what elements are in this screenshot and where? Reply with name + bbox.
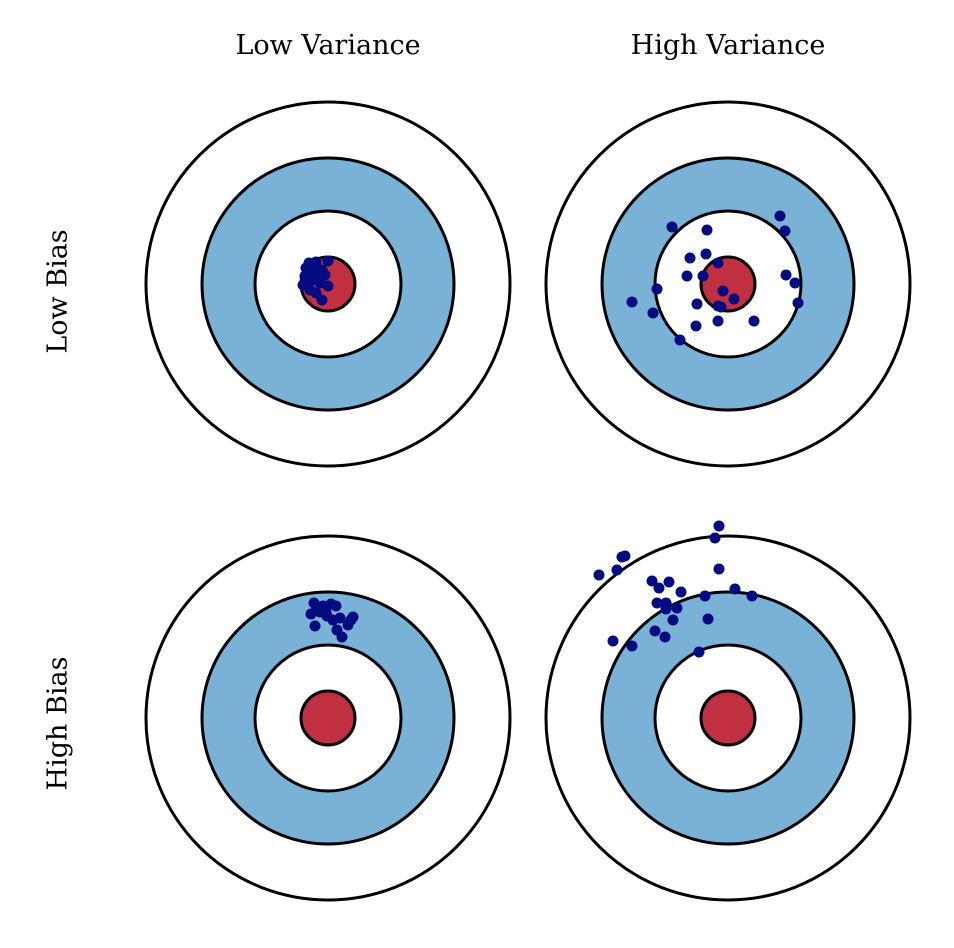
sample-dot (666, 221, 678, 233)
sample-dot (647, 307, 659, 319)
sample-dot (316, 294, 328, 306)
sample-dot (779, 225, 791, 237)
target-low-bias-high-variance (544, 100, 912, 468)
sample-dot (336, 631, 348, 643)
sample-dot (728, 293, 740, 305)
sample-dot (746, 590, 758, 602)
sample-dot (611, 564, 623, 576)
sample-dot (309, 620, 321, 632)
sample-dot (684, 252, 696, 264)
sample-dot (671, 602, 683, 614)
sample-dot (691, 298, 703, 310)
sample-dot (659, 631, 671, 643)
sample-dot (712, 257, 724, 269)
sample-dot (651, 283, 663, 295)
sample-dot (674, 334, 686, 346)
target-high-bias-low-variance (144, 534, 512, 902)
sample-dot (593, 569, 605, 581)
sample-dot (607, 635, 619, 647)
sample-dot (702, 613, 714, 625)
sample-dot (715, 301, 727, 313)
sample-dot (693, 646, 705, 658)
bullseye (699, 255, 757, 313)
sample-dot (347, 611, 359, 623)
sample-dot (300, 262, 312, 274)
sample-dot (699, 590, 711, 602)
bullseye (299, 689, 357, 747)
sample-dot (312, 270, 324, 282)
sample-dot (774, 210, 786, 222)
target-low-bias-low-variance (144, 100, 512, 468)
sample-dot (317, 600, 329, 612)
sample-dot (700, 248, 712, 260)
sample-dot (748, 315, 760, 327)
sample-dot (709, 532, 721, 544)
sample-dot (646, 575, 658, 587)
sample-dot (667, 614, 679, 626)
sample-dot (322, 255, 334, 267)
sample-dot (649, 625, 661, 637)
sample-dot (330, 600, 342, 612)
sample-dot (675, 586, 687, 598)
target-high-bias-high-variance (544, 520, 912, 902)
column-title-high-variance: High Variance (630, 30, 826, 61)
column-title-low-variance: Low Variance (235, 30, 421, 61)
sample-dot (729, 583, 741, 595)
sample-dot (619, 550, 631, 562)
sample-dot (653, 582, 665, 594)
sample-dot (334, 612, 346, 624)
sample-dot (681, 270, 693, 282)
sample-dot (713, 563, 725, 575)
sample-dot (780, 269, 792, 281)
sample-dot (322, 280, 334, 292)
sample-dot (651, 597, 663, 609)
sample-dot (626, 296, 638, 308)
sample-dot (697, 270, 709, 282)
sample-dot (713, 520, 725, 532)
sample-dot (305, 608, 317, 620)
sample-dot (712, 315, 724, 327)
sample-dot (717, 285, 729, 297)
sample-dot (626, 640, 638, 652)
sample-dot (342, 619, 354, 631)
sample-dot (789, 277, 801, 289)
sample-dot (690, 320, 702, 332)
sample-dot (792, 297, 804, 309)
sample-dot (660, 603, 672, 615)
bullseye (699, 689, 757, 747)
sample-dot (701, 224, 713, 236)
sample-dot (663, 576, 675, 588)
